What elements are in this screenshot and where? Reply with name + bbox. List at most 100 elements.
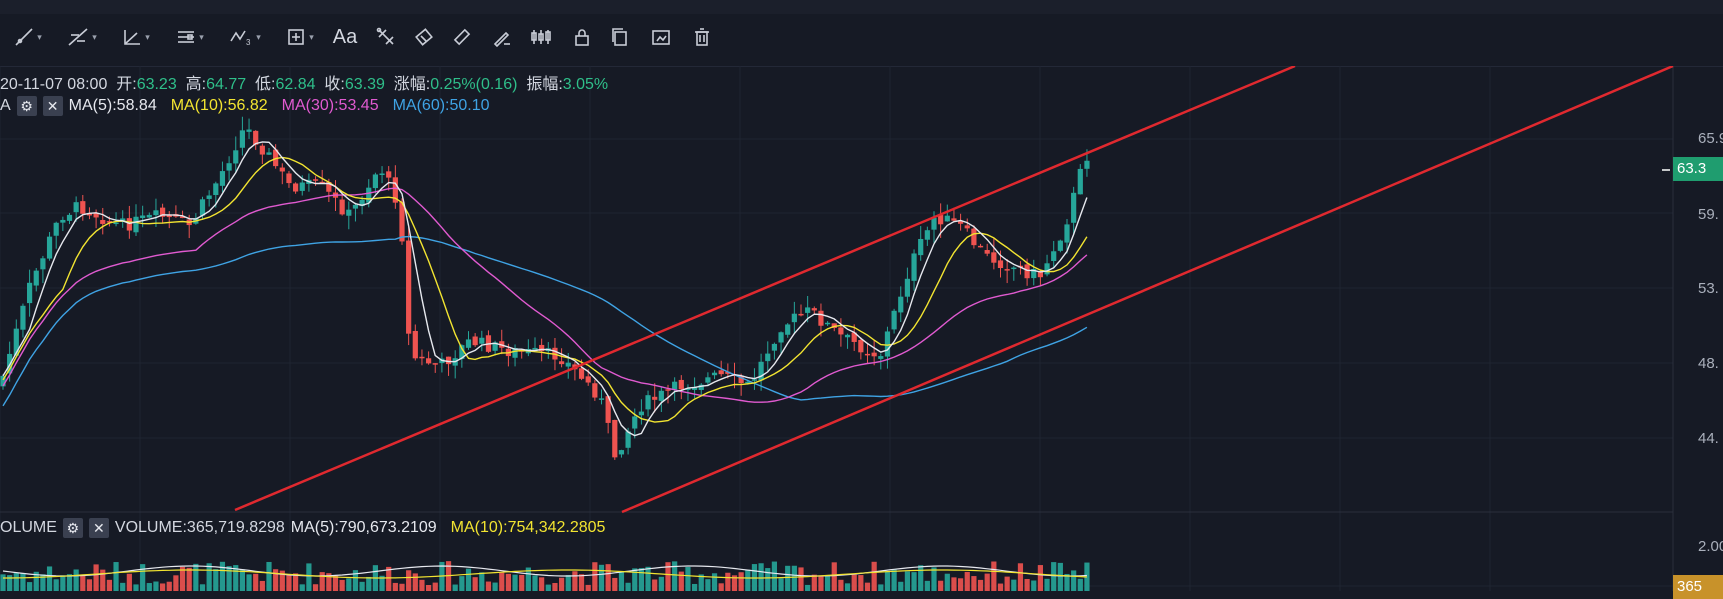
trash-tool[interactable] (688, 22, 716, 52)
volume-bar (332, 575, 339, 591)
ruler-tool[interactable] (448, 22, 476, 52)
volume-bar (798, 567, 804, 591)
candle-body (386, 171, 392, 178)
volume-bar (844, 583, 851, 591)
candle-body (352, 204, 359, 209)
volume-bar (991, 561, 997, 591)
ma60-line (2, 235, 1088, 407)
candle-body (492, 342, 498, 351)
volume-bar (864, 582, 871, 591)
volume-bar (559, 577, 565, 591)
channel-upper-line[interactable] (234, 66, 1296, 512)
chevron-down-icon: ▾ (92, 31, 97, 42)
candle-body (259, 145, 265, 155)
candle-body (751, 379, 758, 381)
volume-bar (918, 565, 924, 591)
close-icon[interactable]: ✕ (42, 96, 63, 116)
candle-body (658, 390, 664, 401)
volume-bar (1077, 578, 1083, 591)
candle-body (399, 201, 405, 242)
volume-bar (419, 579, 425, 591)
volume-bar (213, 569, 219, 591)
ma-indicator-legend: A ⚙ ✕ MA(5):58.84 MA(10):56.82 MA(30):53… (0, 96, 490, 116)
brush-tool[interactable] (488, 22, 516, 52)
volume-bar (93, 564, 99, 591)
volume-bar (312, 584, 319, 591)
volume-bar (153, 581, 159, 591)
candle-body (805, 307, 811, 313)
copy-icon (612, 28, 627, 46)
volume-bar (785, 565, 791, 591)
volume-bar (964, 571, 970, 591)
trash-icon (695, 28, 709, 46)
trend-line-tool[interactable]: ▾ (6, 22, 50, 52)
fib-tool[interactable]: ▾ (60, 22, 104, 52)
chevron-down-icon: ▾ (309, 31, 314, 42)
candle-body (711, 372, 718, 376)
close-value: 63.39 (344, 76, 385, 93)
open-label: 开: (116, 76, 137, 93)
volume-value: VOLUME:365,719.8298 (114, 519, 285, 536)
volume-bar (725, 572, 731, 591)
ruler-icon (453, 28, 471, 46)
volume-bar (951, 577, 957, 591)
volume-bar (80, 574, 86, 591)
camera-tool[interactable] (646, 22, 676, 52)
price-chart[interactable] (0, 66, 1723, 591)
fib-icon (68, 28, 88, 46)
volume-bar (246, 574, 252, 591)
volume-bar (685, 566, 691, 591)
candle-body (738, 375, 744, 384)
volume-bar (765, 568, 771, 591)
text-tool[interactable]: Aa (332, 25, 358, 48)
candle-body (878, 356, 884, 359)
volume-bar (452, 584, 458, 591)
volume-bar (592, 562, 598, 591)
volume-bar (46, 566, 53, 591)
candle-body (997, 260, 1004, 269)
candle-body (838, 327, 844, 335)
volume-bar (60, 575, 66, 591)
measure-tool[interactable]: ▾ (278, 22, 322, 52)
candle-body (153, 210, 159, 216)
candle-body (372, 174, 378, 189)
parallel-channel-tool[interactable]: ▾ (168, 22, 212, 52)
candle-body (445, 356, 452, 365)
volume-bar (911, 572, 917, 591)
volume-bar (359, 581, 365, 591)
candle-body (625, 431, 631, 448)
candle-body (479, 337, 485, 344)
pattern-tool[interactable] (372, 22, 400, 52)
close-icon[interactable]: ✕ (88, 518, 109, 538)
candle-body (858, 339, 864, 353)
price-axis-label: 65.9 (1698, 130, 1723, 147)
candle-body (346, 209, 352, 216)
volume-bar (53, 579, 59, 591)
candle-body (851, 332, 857, 342)
candles-tool[interactable] (528, 22, 556, 52)
gear-icon[interactable]: ⚙ (62, 518, 83, 538)
wave-tool[interactable]: 3 ▾ (222, 22, 268, 52)
volume-bar (944, 573, 950, 591)
candle-body (798, 313, 804, 316)
volume-bar (738, 572, 744, 591)
candle-body (472, 336, 478, 346)
copy-tool[interactable] (606, 22, 634, 52)
lock-icon (575, 29, 589, 46)
angle-tool[interactable]: ▾ (114, 22, 158, 52)
candle-body (559, 361, 565, 365)
candle-body (825, 322, 831, 325)
channel-lower-line[interactable] (621, 66, 1674, 514)
volume-bar (512, 574, 518, 591)
gear-icon[interactable]: ⚙ (16, 96, 37, 116)
amplitude-value: 3.05% (562, 76, 609, 93)
candle-body (984, 250, 990, 254)
volume-bar (27, 582, 33, 591)
candle-body (233, 150, 239, 164)
candle-body (884, 331, 891, 357)
volume-bar (1084, 562, 1090, 591)
lock-tool[interactable] (568, 22, 596, 52)
candle-body (818, 310, 824, 326)
eraser-tool[interactable] (410, 22, 438, 52)
candle-body (958, 221, 964, 224)
